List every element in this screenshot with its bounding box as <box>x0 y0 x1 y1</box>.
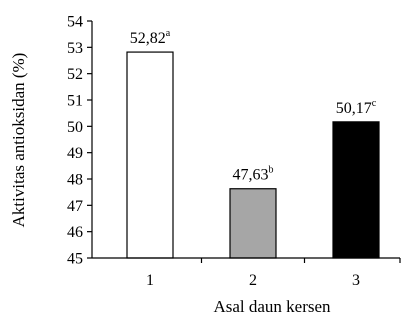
y-tick-label: 48 <box>67 172 83 189</box>
bar-1 <box>126 51 174 259</box>
bar-2 <box>229 188 277 259</box>
y-tick-label: 53 <box>67 40 83 57</box>
data-labels-layer: 52,82a 47,63b 50,17c <box>130 28 377 184</box>
y-axis-title: Aktivitas antioksidan (%) <box>9 53 28 228</box>
bar-3 <box>332 121 380 259</box>
y-ticks-layer: 45 46 47 48 49 50 51 52 53 54 <box>67 14 92 268</box>
y-tick-label: 50 <box>67 119 83 136</box>
bars-layer <box>126 51 380 259</box>
axes-layer <box>91 21 400 259</box>
data-label: 50,17c <box>336 98 377 117</box>
x-tick-label: 3 <box>352 272 360 289</box>
y-tick-label: 54 <box>67 14 83 31</box>
data-label: 52,82a <box>130 28 171 47</box>
x-tick-label: 2 <box>249 272 257 289</box>
y-tick-label: 49 <box>67 145 83 162</box>
y-tick-label: 45 <box>67 251 83 268</box>
x-ticks-layer: 1 2 3 <box>146 258 401 289</box>
y-tick-label: 46 <box>67 224 83 241</box>
y-tick-label: 52 <box>67 66 83 83</box>
x-axis-title: Asal daun kersen <box>213 297 331 316</box>
y-tick-label: 51 <box>67 93 83 110</box>
x-tick-label: 1 <box>146 272 154 289</box>
data-label: 47,63b <box>233 165 274 184</box>
y-tick-label: 47 <box>67 198 83 215</box>
